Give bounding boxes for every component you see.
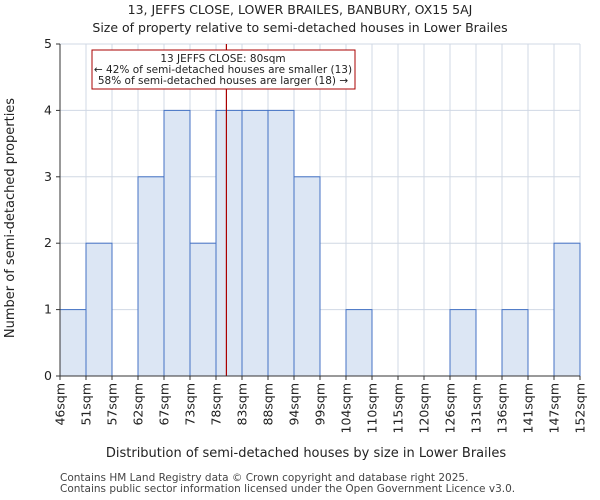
bar-83sqm [241,109,269,377]
y-tick-label-3: 3 [44,169,52,184]
bar-62sqm [137,176,165,377]
y-tick-label-1: 1 [44,302,52,317]
annotation-line-3: 58% of semi-detached houses are larger (… [98,75,349,87]
y-ticks: 0 1 2 3 4 5 [44,36,60,383]
x-tick-label-17: 136sqm [495,383,510,433]
bar-136sqm [501,309,529,377]
y-tick-label-2: 2 [44,235,52,250]
x-tick-label-15: 126sqm [443,383,458,433]
x-tick-label-10: 99sqm [313,383,328,426]
x-tick-label-18: 141sqm [521,383,536,433]
annotation-box [91,49,356,90]
chart-title: 13, JEFFS CLOSE, LOWER BRAILES, BANBURY,… [128,2,473,17]
x-tick-label-2: 57sqm [105,383,120,426]
bar-78sqm [215,109,243,377]
x-tick-label-5: 73sqm [183,383,198,426]
y-axis-label: Number of semi-detached properties [3,98,18,338]
bar-46sqm [59,309,87,377]
x-tick-label-12: 110sqm [365,383,380,433]
x-tick-label-9: 94sqm [287,383,302,426]
x-tick-label-20: 152sqm [573,383,588,433]
x-tick-label-19: 147sqm [547,383,562,433]
bar-147sqm [553,242,581,377]
x-tick-label-11: 104sqm [339,383,354,433]
x-tick-label-8: 88sqm [261,383,276,426]
bars [59,109,581,377]
chart-subtitle: Size of property relative to semi-detach… [92,20,507,35]
y-tick-label-5: 5 [44,36,52,51]
x-tick-label-14: 120sqm [417,383,432,433]
bar-126sqm [449,309,477,377]
bar-51sqm [85,242,113,377]
x-tick-label-3: 62sqm [131,383,146,426]
bar-67sqm [163,109,191,377]
x-tick-label-13: 115sqm [391,383,406,433]
x-tick-label-16: 131sqm [469,383,484,433]
x-axis-label: Distribution of semi-detached houses by … [106,446,506,461]
bar-94sqm [293,176,321,377]
footer-line-2: Contains public sector information licen… [60,483,516,495]
x-tick-label-0: 46sqm [53,383,68,426]
x-tick-label-6: 78sqm [209,383,224,426]
x-ticks: 46sqm 51sqm 57sqm 62sqm 67sqm 73sqm 78sqm 83sqm… [53,376,588,433]
y-tick-label-0: 0 [44,368,52,383]
x-tick-label-7: 83sqm [235,383,250,426]
footer-line-1: Contains HM Land Registry data © Crown c… [60,472,469,484]
bar-88sqm [267,109,295,377]
y-tick-label-4: 4 [44,102,52,117]
annotation-line-1: 13 JEFFS CLOSE: 80sqm [160,53,285,65]
x-tick-label-1: 51sqm [79,383,94,426]
bar-73sqm [189,242,217,377]
x-tick-label-4: 67sqm [157,383,172,426]
annotation-line-2: ← 42% of semi-detached houses are smalle… [94,64,352,76]
bar-104sqm [345,309,373,377]
